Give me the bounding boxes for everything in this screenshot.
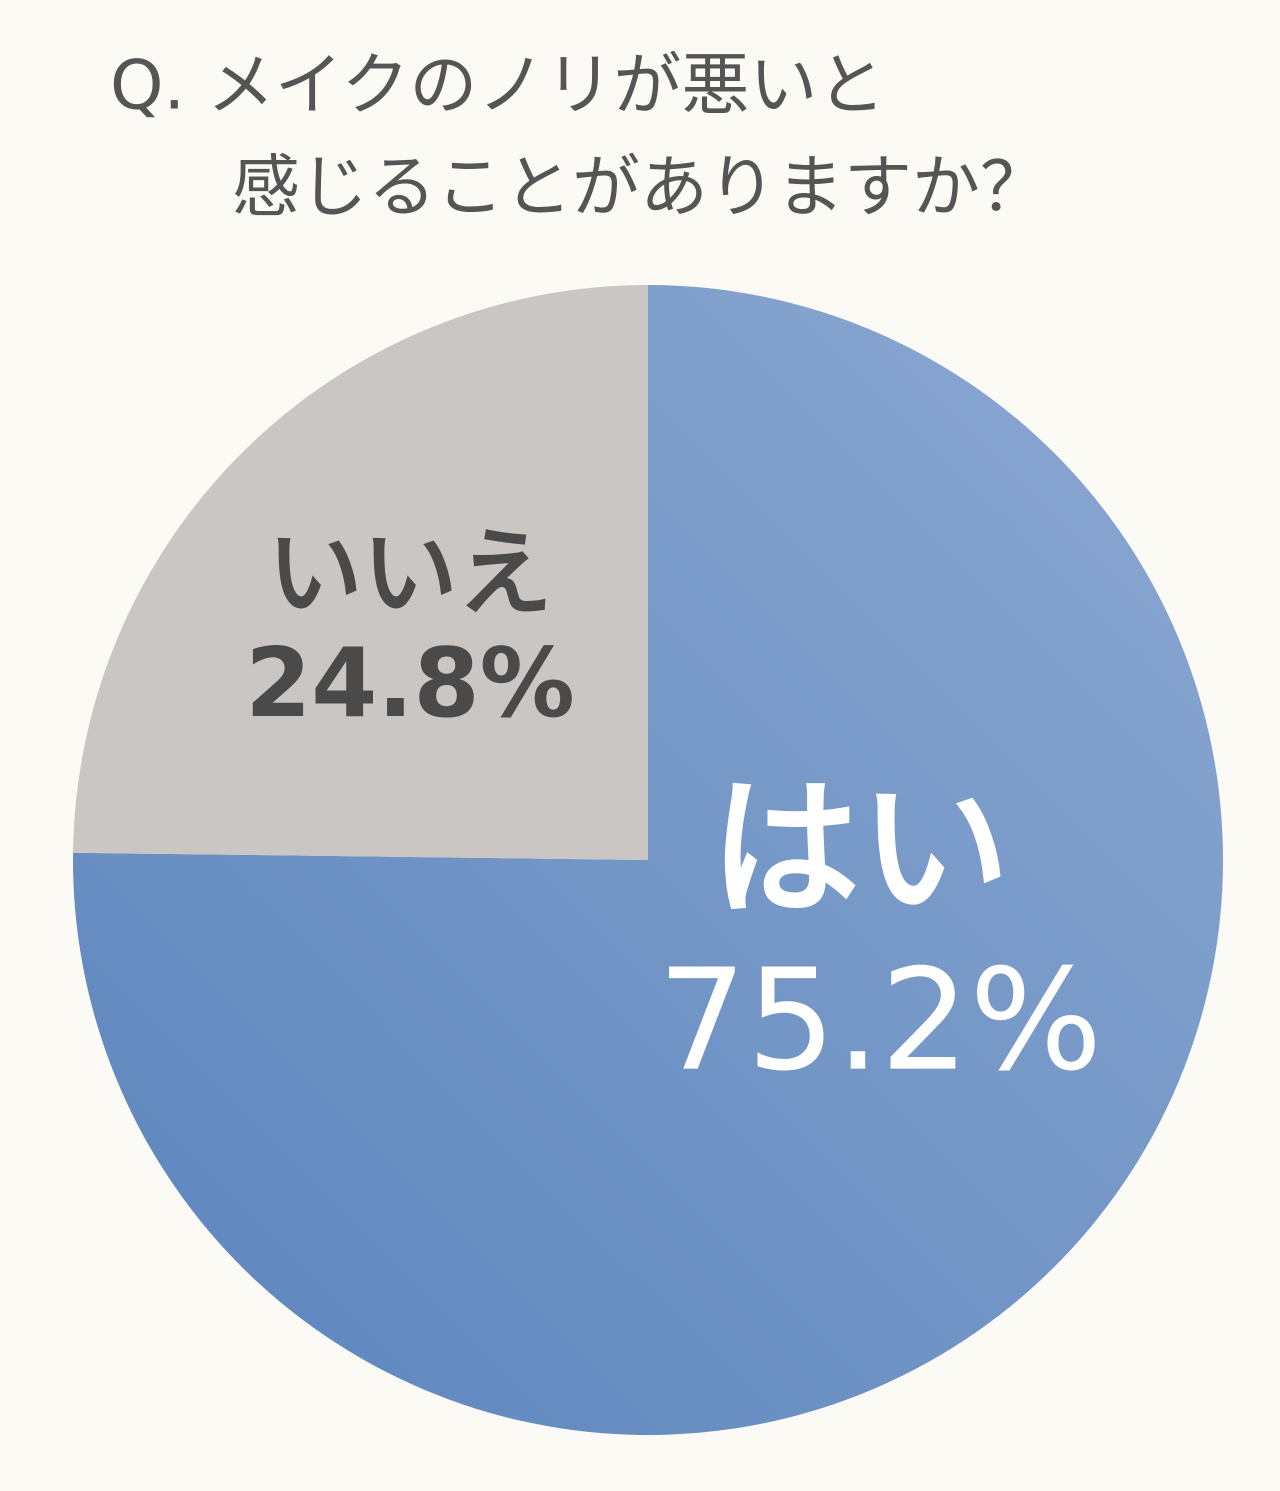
chart-title: 感じることがありますか？ bbox=[232, 149, 1048, 228]
slice-category: はい bbox=[710, 763, 1010, 937]
slice-category: いいえ bbox=[267, 519, 552, 629]
slice-value-label: 75.2% bbox=[658, 940, 1103, 1103]
pie bbox=[72, 285, 1223, 1436]
chart-title: Q. メイクのノリが悪いと bbox=[110, 47, 885, 126]
pie-slice bbox=[73, 285, 648, 860]
slice-sheen bbox=[72, 285, 1223, 1436]
slice-value-label: 24.8% bbox=[245, 629, 575, 739]
